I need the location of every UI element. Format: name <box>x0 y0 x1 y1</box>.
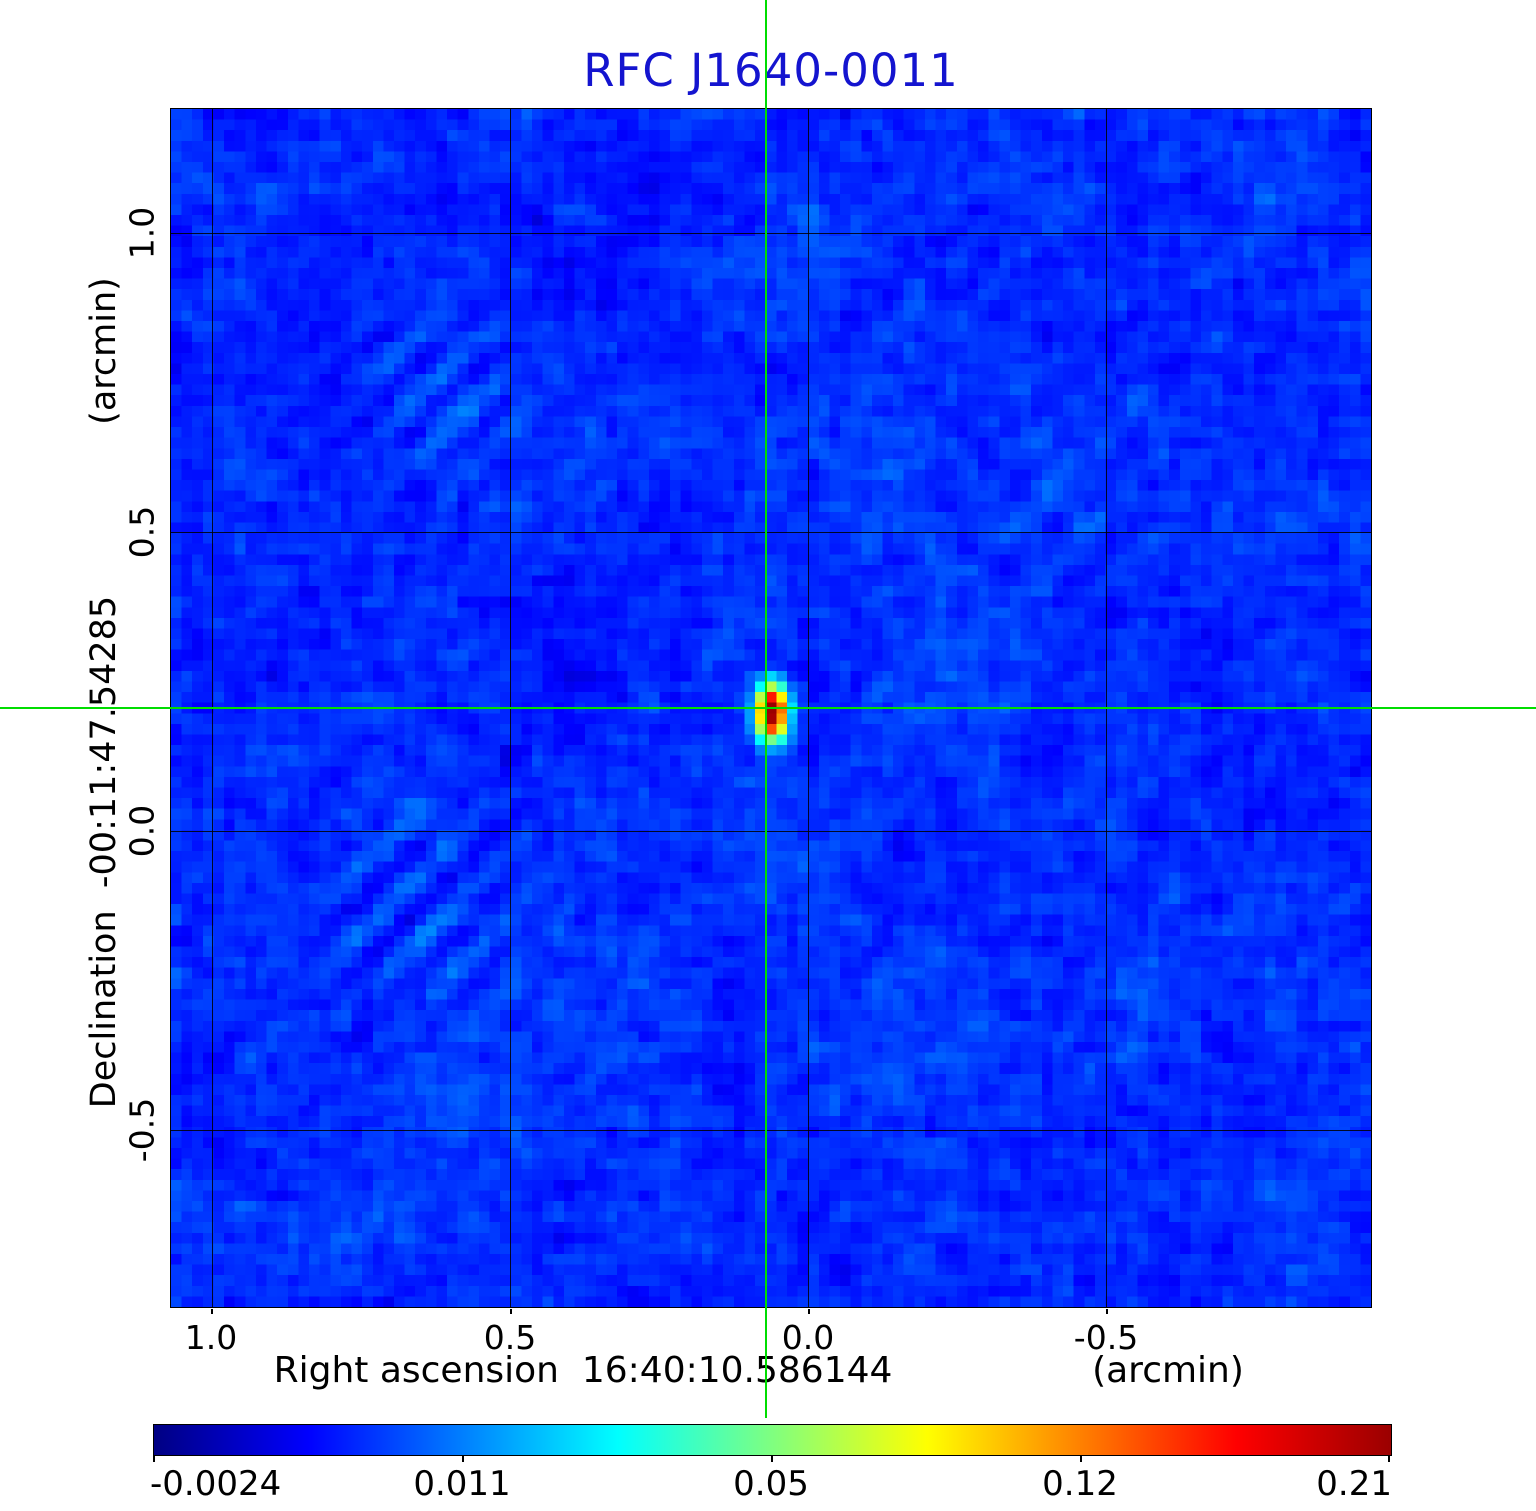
y-tick-label-4: -0.5 <box>122 1097 162 1163</box>
x-axis-tickmark-2 <box>510 1309 512 1314</box>
x-axis-tickmark-3 <box>808 1309 810 1314</box>
x-axis-tickmark-4 <box>1106 1309 1108 1314</box>
y-tick-label-3: 0.0 <box>122 804 162 858</box>
colorbar-tickmark-3 <box>771 1456 773 1462</box>
colorbar <box>153 1424 1392 1456</box>
colorbar-tickmark-5 <box>1388 1456 1390 1462</box>
colorbar-label-4: 0.12 <box>1042 1464 1118 1504</box>
gridline-horizontal-4 <box>171 1130 1371 1131</box>
colorbar-tickmark-2 <box>462 1456 464 1462</box>
colorbar-label-2: 0.011 <box>413 1464 511 1504</box>
y-tick-label-2: 0.5 <box>122 505 162 559</box>
x-axis-unit: (arcmin) <box>1092 1350 1244 1391</box>
y-tick-label-1: 1.0 <box>122 206 162 260</box>
colorbar-tickmark-4 <box>1080 1456 1082 1462</box>
x-axis-tickmark-1 <box>211 1309 213 1314</box>
x-tick-label-1: 1.0 <box>184 1318 238 1357</box>
colorbar-tickmark-1 <box>153 1456 155 1462</box>
crosshair-horizontal-line <box>0 707 1536 709</box>
gridline-horizontal-3 <box>171 831 1371 832</box>
gridline-horizontal-2 <box>171 532 1371 533</box>
colorbar-label-1: -0.0024 <box>150 1464 282 1504</box>
y-axis-unit: (arcmin) <box>84 277 124 425</box>
x-tick-label-2: 0.5 <box>483 1318 537 1357</box>
gridline-horizontal-1 <box>171 233 1371 234</box>
x-tick-label-3: 0.0 <box>781 1318 835 1357</box>
y-axis-label: Declination -00:11:47.54285 <box>84 595 124 1109</box>
x-tick-label-4: -0.5 <box>1073 1318 1139 1357</box>
x-axis-label: Right ascension 16:40:10.586144 <box>273 1350 893 1391</box>
colorbar-label-3: 0.05 <box>733 1464 809 1504</box>
crosshair-vertical-line <box>765 0 767 1418</box>
colorbar-label-5: 0.21 <box>1316 1464 1392 1504</box>
page-title: RFC J1640-0011 <box>583 44 959 97</box>
